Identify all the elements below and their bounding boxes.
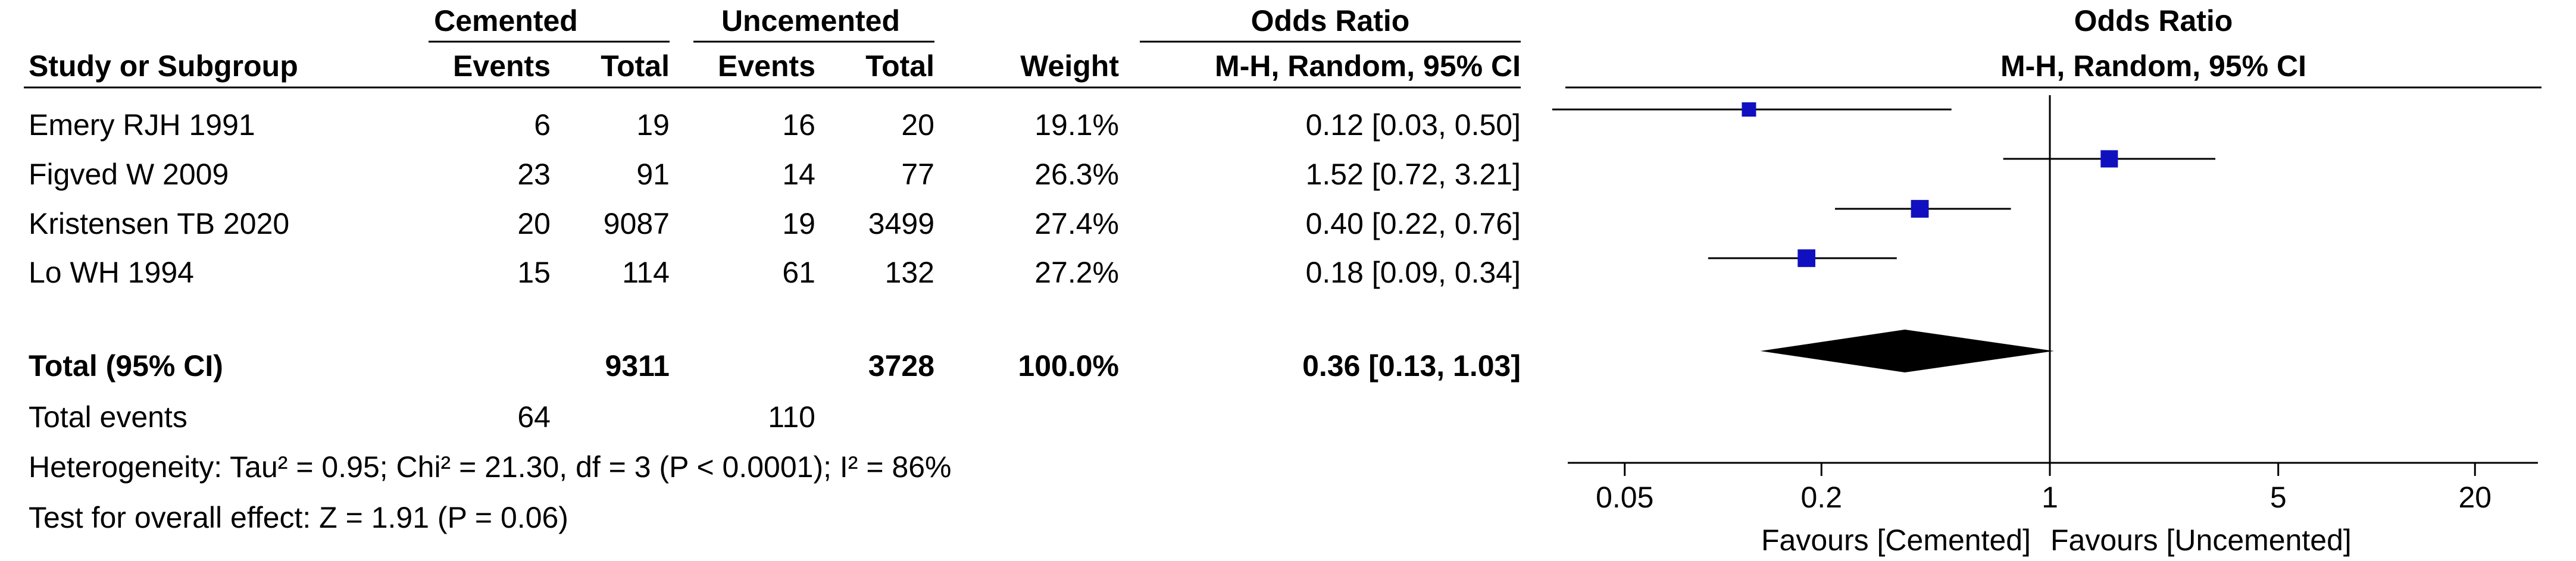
table-row: Lo WH 1994 15 114 61 132 27.2% 0.18 [0.0… — [29, 256, 1521, 289]
unc-events-value: 61 — [782, 256, 815, 289]
table-row: Emery RJH 1991 6 19 16 20 19.1% 0.12 [0.… — [29, 108, 1521, 142]
col-method: M-H, Random, 95% CI — [1215, 49, 1521, 83]
ci-value: 0.18 [0.09, 0.34] — [1306, 256, 1521, 289]
weight-value: 19.1% — [1034, 108, 1119, 142]
study-square-marker — [2100, 150, 2118, 168]
total-events-cem: 64 — [517, 400, 551, 434]
ci-value: 1.52 [0.72, 3.21] — [1306, 158, 1521, 191]
col-study: Study or Subgroup — [29, 49, 298, 83]
study-name: Figved W 2009 — [29, 158, 229, 191]
total-events-unc: 110 — [768, 400, 815, 434]
study-square-marker — [1742, 102, 1756, 117]
ci-value: 0.40 [0.22, 0.76] — [1306, 207, 1521, 240]
x-tick-label: 0.05 — [1596, 481, 1653, 514]
cem-events-value: 20 — [517, 207, 551, 240]
study-name: Emery RJH 1991 — [29, 108, 255, 142]
x-tick-label: 1 — [2042, 481, 2058, 514]
header-uncemented: Uncemented — [721, 4, 900, 37]
col-cem-total: Total — [601, 49, 670, 83]
unc-total-value: 132 — [885, 256, 934, 289]
col-unc-total: Total — [865, 49, 934, 83]
header-cemented: Cemented — [434, 4, 578, 37]
cem-events-value: 6 — [534, 108, 551, 142]
cem-events-value: 23 — [517, 158, 551, 191]
col-plot-method: M-H, Random, 95% CI — [2000, 49, 2306, 83]
forest-plot-area: 0.05 0.2 1 5 20 — [1552, 95, 2538, 514]
total-ci: 0.36 [0.13, 1.03] — [1302, 349, 1521, 383]
unc-total-value: 77 — [901, 158, 934, 191]
total-label: Total (95% CI) — [29, 349, 223, 383]
total-events-label: Total events — [29, 400, 187, 434]
header-odds-ratio-plot: Odds Ratio — [2074, 4, 2233, 37]
total-unc-total: 3728 — [868, 349, 934, 383]
unc-events-value: 19 — [782, 207, 815, 240]
unc-total-value: 3499 — [868, 207, 934, 240]
total-row: Total (95% CI) 9311 3728 100.0% 0.36 [0.… — [29, 349, 1521, 383]
table-row: Figved W 2009 23 91 14 77 26.3% 1.52 [0.… — [29, 158, 1521, 191]
total-weight: 100.0% — [1018, 349, 1119, 383]
study-square-marker — [1797, 249, 1815, 267]
weight-value: 26.3% — [1034, 158, 1119, 191]
header-odds-ratio-table: Odds Ratio — [1251, 4, 1410, 37]
study-square-marker — [1911, 200, 1929, 218]
weight-value: 27.2% — [1034, 256, 1119, 289]
x-tick-label: 5 — [2270, 481, 2287, 514]
unc-events-value: 16 — [782, 108, 815, 142]
cem-events-value: 15 — [517, 256, 551, 289]
col-unc-events: Events — [718, 49, 815, 83]
overall-effect-text: Test for overall effect: Z = 1.91 (P = 0… — [29, 501, 568, 534]
ci-value: 0.12 [0.03, 0.50] — [1306, 108, 1521, 142]
total-events-row: Total events 64 110 — [29, 400, 815, 434]
total-cem-total: 9311 — [605, 349, 670, 383]
study-name: Kristensen TB 2020 — [29, 207, 289, 240]
study-name: Lo WH 1994 — [29, 256, 194, 289]
table-row: Kristensen TB 2020 20 9087 19 3499 27.4%… — [29, 207, 1521, 240]
cem-total-value: 91 — [636, 158, 670, 191]
cem-total-value: 9087 — [604, 207, 670, 240]
favours-left-label: Favours [Cemented] — [1761, 524, 2031, 557]
unc-total-value: 20 — [901, 108, 934, 142]
pooled-diamond — [1760, 330, 2055, 372]
cem-total-value: 114 — [622, 256, 670, 289]
favours-right-label: Favours [Uncemented] — [2050, 524, 2352, 557]
weight-value: 27.4% — [1034, 207, 1119, 240]
heterogeneity-text: Heterogeneity: Tau² = 0.95; Chi² = 21.30… — [29, 450, 952, 484]
cem-total-value: 19 — [636, 108, 670, 142]
col-cem-events: Events — [453, 49, 551, 83]
x-tick-label: 0.2 — [1801, 481, 1843, 514]
x-tick-label: 20 — [2458, 481, 2491, 514]
col-weight: Weight — [1020, 49, 1119, 83]
unc-events-value: 14 — [782, 158, 815, 191]
